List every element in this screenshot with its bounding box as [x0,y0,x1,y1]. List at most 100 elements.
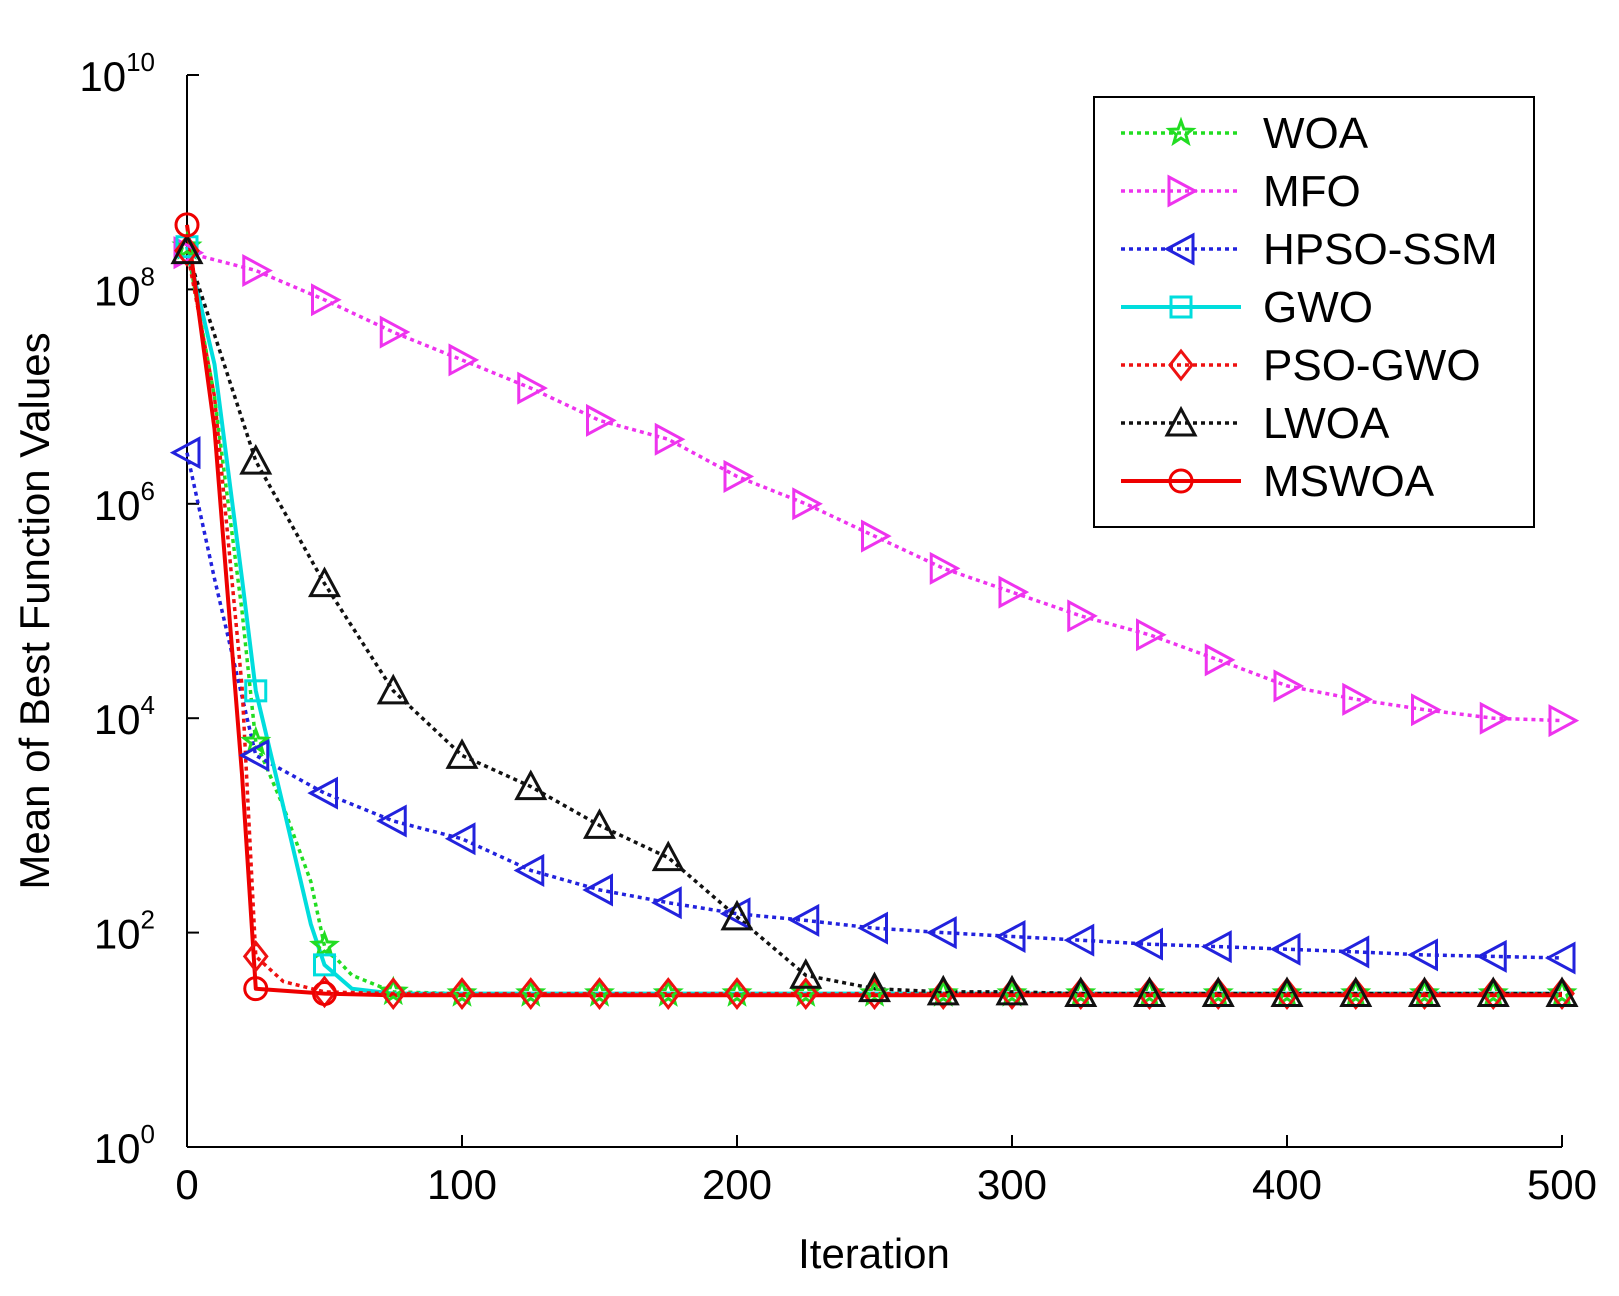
x-tick-label: 0 [175,1161,198,1208]
x-axis-label: Iteration [798,1230,950,1277]
data-point-mfo [1067,599,1098,633]
data-point-mswoa [174,212,200,238]
legend-label-pso-gwo: PSO-GWO [1263,341,1481,390]
data-point-mswoa [312,981,337,1007]
series-line-mswoa [185,224,1562,998]
legend-label-mfo: MFO [1263,167,1361,216]
x-tick-label: 200 [702,1161,772,1208]
data-point-lwoa [582,808,617,839]
data-point-lwoa [789,958,823,989]
data-point-hpso-ssm [994,919,1026,953]
data-point-lwoa [926,974,960,1006]
data-point-lwoa [1407,976,1442,1008]
data-point-pso-gwo [242,939,269,973]
data-point-gwo [313,953,336,977]
y-tick-label: 104 [94,690,155,743]
data-point-mfo [1479,701,1511,735]
data-point-mfo [792,487,823,521]
data-point-lwoa [995,974,1029,1006]
data-point-mfo [1342,682,1373,716]
data-point-pso-gwo [174,234,200,268]
legend-box [1093,96,1535,528]
data-point-hpso-ssm [1476,939,1507,973]
data-point-mfo [242,254,273,288]
data-point-lwoa [170,233,204,265]
data-point-hpso-ssm [1407,938,1438,972]
data-point-lwoa [239,443,273,475]
legend-marker-hpso-ssm [1163,232,1195,266]
data-point-lwoa [1476,976,1510,1008]
y-tick-label: 106 [94,476,155,529]
data-point-mfo [1273,669,1305,703]
data-point-lwoa [307,566,342,598]
ticks: 0 100 200 300 400 500 100 102 104 106 108 1010 [79,47,1597,1208]
data-point-lwoa [1201,976,1235,1008]
legend-marker-lwoa [1164,405,1198,437]
x-tick-label: 500 [1527,1161,1597,1208]
legend: WOA MFO HPSO-SSM GWO PSO-GWO LWOA MSWOA [1093,96,1535,528]
data-point-pso-gwo [1549,977,1575,1010]
data-point-pso-gwo [1342,977,1369,1010]
data-point-hpso-ssm [1269,932,1301,966]
data-point-mswoa [243,976,269,1002]
data-point-woa [377,975,409,1006]
data-point-pso-gwo [1274,977,1300,1010]
data-point-hpso-ssm [169,436,201,470]
series-markers [169,212,1580,1010]
data-point-pso-gwo [517,977,544,1010]
data-point-mfo [654,422,686,456]
y-axis-label: Mean of Best Function Values [11,332,58,889]
data-point-lwoa [376,673,410,705]
data-point-pso-gwo [449,977,475,1010]
data-point-pso-gwo [655,977,682,1010]
data-point-hpso-ssm [1132,927,1163,961]
data-point-hpso-ssm [651,886,682,920]
data-point-hpso-ssm [376,804,407,838]
data-point-lwoa [1132,976,1167,1008]
data-point-hpso-ssm [1201,930,1232,964]
data-point-woa [309,929,340,960]
x-tick-label: 300 [977,1161,1047,1208]
data-point-hpso-ssm [788,903,820,937]
data-point-lwoa [514,769,548,801]
y-tick-label: 100 [94,1119,155,1172]
data-point-mfo [173,236,205,270]
x-tick-label: 100 [427,1161,497,1208]
data-point-pso-gwo [1205,977,1232,1010]
data-point-mfo [379,315,411,349]
legend-label-mswoa: MSWOA [1263,457,1435,506]
data-point-pso-gwo [586,977,613,1010]
data-point-lwoa [651,840,685,872]
data-point-lwoa [1064,976,1098,1008]
data-point-gwo [244,679,268,703]
data-point-lwoa [1270,976,1304,1008]
legend-label-woa: WOA [1263,109,1369,158]
data-point-hpso-ssm [513,853,545,887]
legend-marker-woa [1165,116,1197,147]
data-point-lwoa [445,738,479,769]
data-point-mfo [1411,693,1442,727]
data-point-hpso-ssm [926,916,957,950]
data-point-hpso-ssm [444,822,476,856]
data-point-mfo [517,371,548,405]
data-point-hpso-ssm [1544,941,1576,975]
data-point-pso-gwo [1136,977,1163,1010]
legend-marker-mswoa [1168,468,1194,494]
data-point-lwoa [1545,976,1579,1008]
data-point-mfo [929,551,961,585]
y-tick-label: 108 [94,261,155,314]
data-point-hpso-ssm [857,911,888,945]
data-point-pso-gwo [724,977,750,1010]
data-point-hpso-ssm [1063,923,1095,957]
series-lines [185,224,1563,998]
data-point-mfo [723,459,755,493]
data-point-mfo [448,343,480,377]
legend-label-hpso-ssm: HPSO-SSM [1263,225,1498,274]
data-point-mfo [1548,704,1580,738]
data-point-hpso-ssm [238,738,270,772]
data-point-pso-gwo [380,977,407,1010]
series-line-mfo [186,251,1563,723]
data-point-lwoa [720,899,754,931]
data-point-mfo [311,283,342,317]
